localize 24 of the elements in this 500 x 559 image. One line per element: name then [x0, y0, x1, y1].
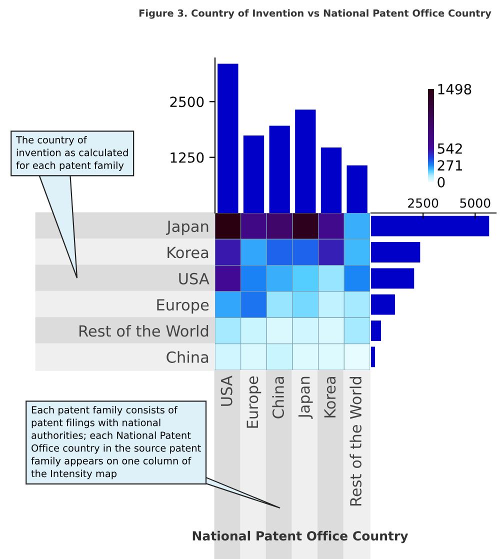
- y-tick-label: USA: [179, 272, 210, 284]
- y-tick-label: Europe: [157, 299, 209, 314]
- text: Each patent family consists of patent filings with national authorities; each National Patent Office country in the source patent family appears on one column of the Intensity map: [31, 406, 201, 480]
- y-tick-label: 1250: [170, 152, 204, 163]
- x-tick-label: Rest of the World: [350, 376, 362, 506]
- y-tick-label: China: [166, 351, 208, 363]
- x-tick-label: Europe: [246, 376, 262, 428]
- x-axis-title: National Patent Office Country: [192, 530, 408, 544]
- x-tick-label: Japan: [298, 376, 313, 419]
- bar: [371, 346, 375, 368]
- x-tick-label: Korea: [324, 376, 336, 418]
- y-tick-label: Japan: [166, 220, 208, 236]
- color-bar-label: 542: [438, 143, 462, 154]
- chart-title: Figure 3. Country of Invention vs National Patent Office Country: [139, 9, 492, 19]
- color-bar-label: 1498: [438, 84, 472, 94]
- x-tick-label: China: [272, 376, 284, 418]
- color-bar-label: 271: [438, 160, 462, 170]
- x-tick-label: USA: [220, 376, 232, 406]
- x-tick-label: 5000: [460, 198, 490, 208]
- y-tick-label: 2500: [170, 96, 204, 108]
- color-bar-label: 0: [438, 176, 445, 188]
- y-tick-label: Rest of the World: [80, 324, 208, 337]
- y-tick-label: Korea: [168, 246, 208, 258]
- text: The country of invention as calculated for each patent family: [16, 136, 128, 171]
